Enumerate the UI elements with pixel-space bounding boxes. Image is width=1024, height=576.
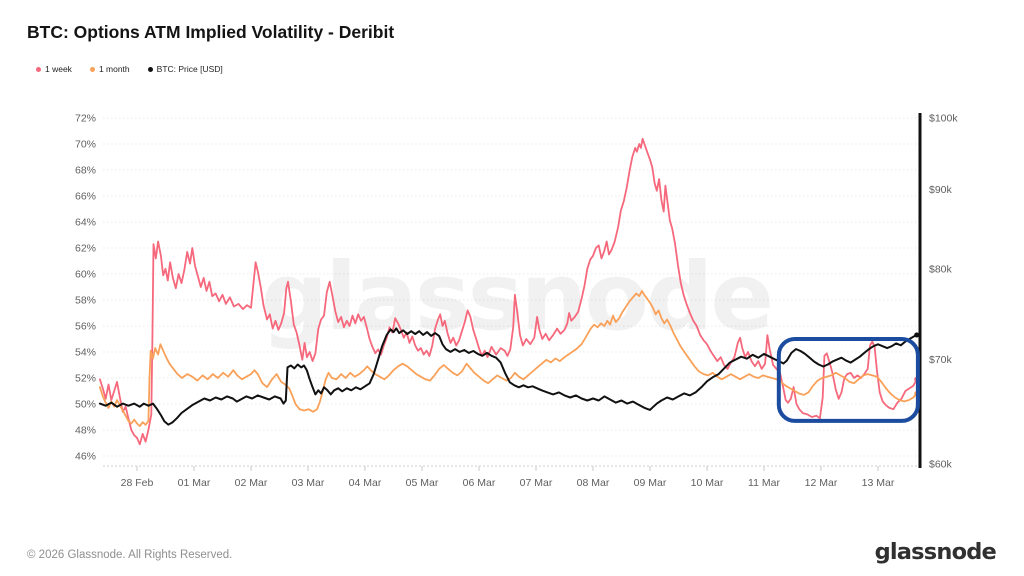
legend-label-1-month: 1 month xyxy=(98,64,130,74)
x-axis-tick-label: 04 Mar xyxy=(349,477,382,489)
x-axis-tick-label: 05 Mar xyxy=(406,477,439,489)
x-axis-tick-label: 08 Mar xyxy=(577,477,610,489)
left-axis-tick-label: 52% xyxy=(75,373,96,385)
legend-label-btc-price: BTC: Price [USD] xyxy=(156,64,223,74)
right-axis-tick-label: $90k xyxy=(929,184,953,196)
annotation-highlight-box xyxy=(776,337,920,423)
x-axis-tick-label: 07 Mar xyxy=(520,477,553,489)
chart-legend: 1 week 1 month BTC: Price [USD] xyxy=(36,64,223,74)
glassnode-logo: glassnode xyxy=(874,539,997,565)
legend-item-btc-price[interactable]: BTC: Price [USD] xyxy=(147,64,223,74)
x-axis-tick-label: 11 Mar xyxy=(748,477,780,489)
x-axis-tick-label: 06 Mar xyxy=(463,477,496,489)
legend-label-1-week: 1 week xyxy=(45,64,72,74)
series-line-1-month xyxy=(99,289,918,428)
series-line-btc-price-usd- xyxy=(98,327,918,426)
right-axis-tick-label: $80k xyxy=(929,264,953,276)
x-axis-tick-label: 13 Mar xyxy=(862,477,895,489)
left-axis-tick-label: 68% xyxy=(75,165,96,177)
x-axis-tick-label: 28 Feb xyxy=(121,477,154,489)
footer-copyright: © 2026 Glassnode. All Rights Reserved. xyxy=(27,549,233,561)
x-axis-tick-label: 12 Mar xyxy=(805,477,838,489)
legend-dot-1-month-icon xyxy=(89,66,95,72)
x-axis-tick-label: 03 Mar xyxy=(292,477,325,489)
legend-item-1-month[interactable]: 1 month xyxy=(89,64,130,74)
watermark-text: glassnode xyxy=(261,243,771,352)
series-end-dot-btc-price-usd- xyxy=(914,332,920,338)
right-axis-tick-label: $60k xyxy=(929,459,953,471)
x-axis-tick-label: 01 Mar xyxy=(178,477,211,489)
left-axis-tick-label: 64% xyxy=(75,217,96,229)
left-axis-tick-label: 60% xyxy=(75,269,96,281)
series-line-1-week xyxy=(99,137,918,446)
left-axis-tick-label: 50% xyxy=(75,399,96,411)
left-axis-tick-label: 72% xyxy=(75,113,96,125)
x-axis-tick-label: 09 Mar xyxy=(634,477,667,489)
left-axis-tick-label: 66% xyxy=(75,191,96,203)
left-axis-tick-label: 54% xyxy=(75,347,96,359)
left-axis-tick-label: 58% xyxy=(75,295,96,307)
left-axis-tick-label: 46% xyxy=(75,451,96,463)
page-title: BTC: Options ATM Implied Volatility - De… xyxy=(27,22,395,42)
right-axis-tick-label: $70k xyxy=(929,354,953,366)
legend-item-1-week[interactable]: 1 week xyxy=(36,64,72,74)
legend-dot-btc-price-icon xyxy=(147,66,153,72)
left-axis-tick-label: 62% xyxy=(75,243,96,255)
left-axis-tick-label: 56% xyxy=(75,321,96,333)
right-axis-tick-label: $100k xyxy=(929,113,958,125)
left-axis-tick-label: 48% xyxy=(75,425,96,437)
x-axis-tick-label: 10 Mar xyxy=(691,477,724,489)
left-axis-tick-label: 70% xyxy=(75,139,96,151)
legend-dot-1-week-icon xyxy=(36,66,41,72)
x-axis-tick-label: 02 Mar xyxy=(235,477,268,489)
